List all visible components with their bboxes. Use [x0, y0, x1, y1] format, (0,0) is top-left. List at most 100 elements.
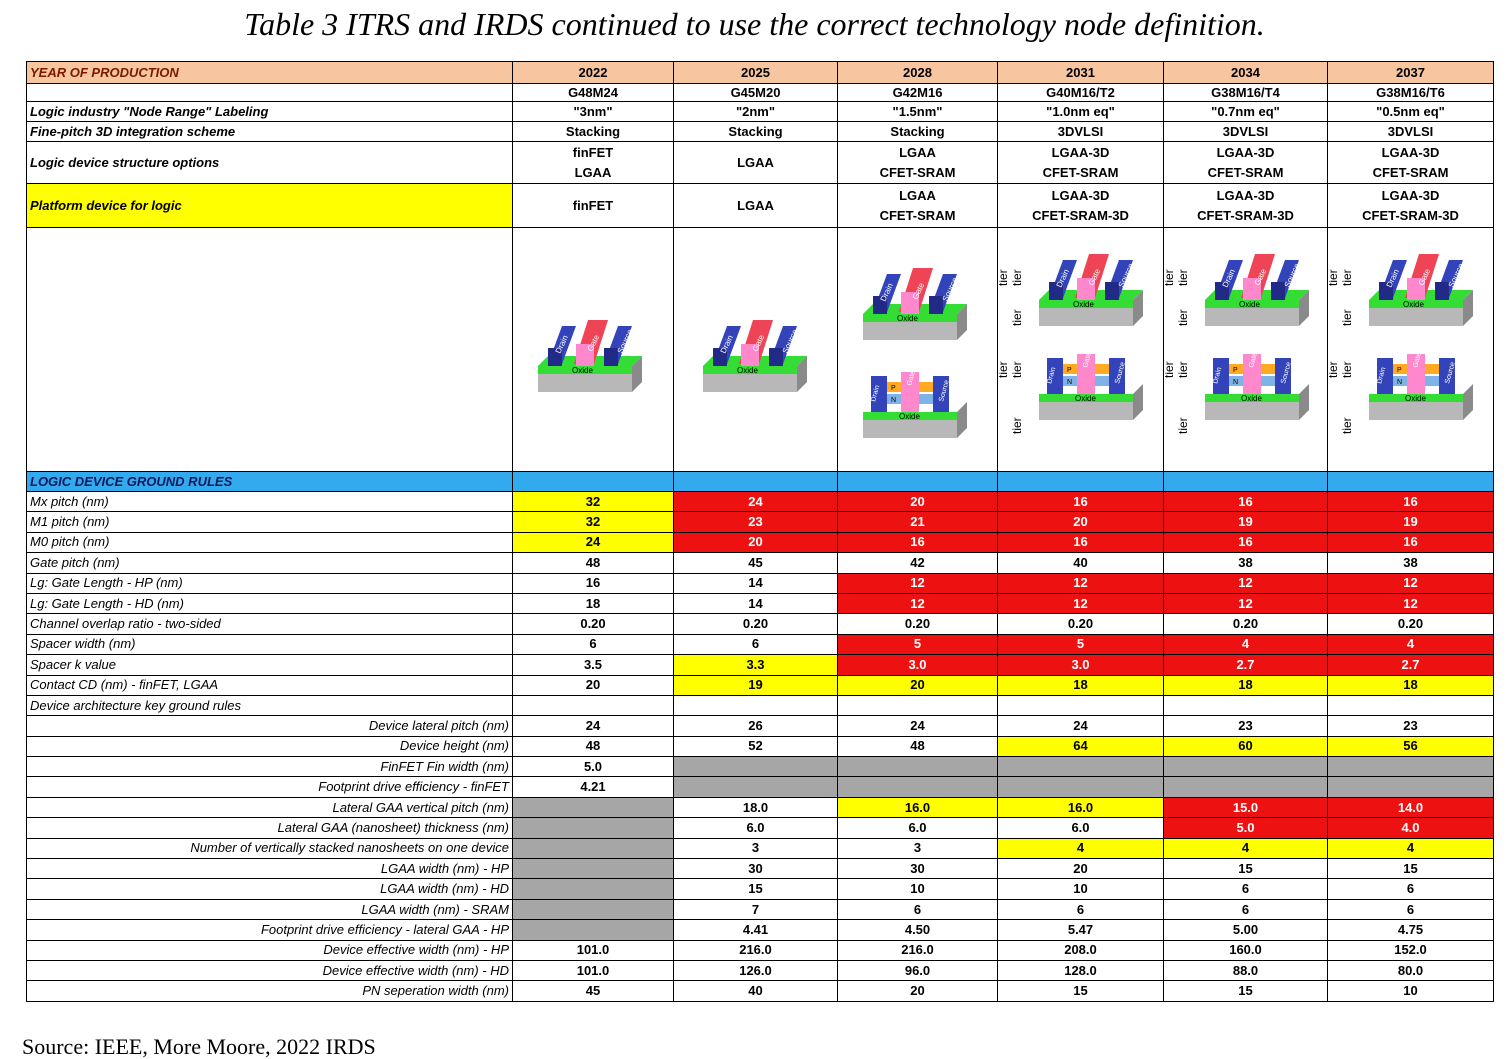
oxide-text: Oxide [899, 412, 920, 421]
device-illustration-cell: Drain Gate Source Oxide [512, 227, 674, 472]
section-cell [673, 471, 838, 492]
rule-value-cell [1327, 756, 1494, 778]
rule-value-cell: 10 [1327, 980, 1494, 1002]
rule-value-cell [673, 756, 838, 778]
rule-label: Device lateral pitch (nm) [26, 715, 513, 737]
rule-value-cell: 18 [1327, 674, 1494, 696]
value-line: CFET-SRAM-3D [1032, 207, 1129, 223]
table-row: Logic device structure options finFET LGAA… [26, 141, 1494, 184]
rule-value-cell [1163, 756, 1328, 778]
rule-value-cell: 64 [997, 735, 1164, 758]
table-row: Device architecture key ground rules [26, 694, 1494, 717]
value-line: LGAA [899, 187, 936, 203]
gate-text: Gate [1082, 352, 1093, 369]
rule-value-cell: 0.20 [837, 613, 998, 635]
rule-value-cell: 16 [997, 531, 1164, 554]
rule-label: Device effective width (nm) - HP [26, 939, 513, 961]
rule-value-cell: 15 [1163, 980, 1328, 1002]
rule-label: LGAA width (nm) - HD [26, 878, 513, 900]
rule-value-cell [997, 776, 1164, 798]
rule-value-cell [512, 796, 674, 819]
rule-label: Number of vertically stacked nanosheets … [26, 837, 513, 860]
oxide-text: Oxide [1239, 300, 1260, 309]
value-cell: LGAA-3D CFET-SRAM-3D [1327, 183, 1494, 228]
drain-text: Drain [870, 384, 881, 402]
rule-value-cell: 16 [512, 572, 674, 594]
rule-value-cell: 15.0 [1163, 796, 1328, 819]
rule-value-cell: 40 [997, 552, 1164, 574]
rule-value-cell: 20 [997, 858, 1164, 880]
rule-value-cell: 6 [1163, 898, 1328, 921]
value-line: CFET-SRAM [879, 164, 956, 180]
rule-value-cell: 16 [1163, 490, 1328, 513]
rule-value-cell: 101.0 [512, 959, 674, 982]
device-illustration-cell: Drain Gate Source Oxide P N Drain Gate Source Oxi… [997, 227, 1164, 472]
value-line: LGAA-3D [1051, 187, 1110, 203]
rule-label: Lateral GAA (nanosheet) thickness (nm) [26, 817, 513, 839]
rule-value-cell: 24 [512, 715, 674, 737]
tier-label: tier [1176, 361, 1190, 378]
value-cell: "0.5nm eq" [1327, 101, 1494, 122]
rule-value-cell: 30 [673, 858, 838, 880]
rule-value-cell: 152.0 [1327, 939, 1494, 961]
section-cell [512, 471, 674, 492]
rule-value-cell [512, 919, 674, 941]
value-line: LGAA [899, 144, 936, 160]
rule-value-cell: 6 [1327, 898, 1494, 921]
table-row: Logic industry "Node Range" Labeling "3nm… [26, 101, 1494, 122]
rule-value-cell: 16.0 [997, 796, 1164, 819]
rule-value-cell: 40 [673, 980, 838, 1002]
rule-value-cell: 15 [1163, 858, 1328, 880]
table-row: Device effective width (nm) - HD 101.0 126… [26, 959, 1494, 982]
rule-value-cell: 3.0 [997, 654, 1164, 676]
rule-value-cell: 160.0 [1163, 939, 1328, 961]
rule-value-cell: 15 [673, 878, 838, 900]
device-illustration-cell: Drain Gate Source Oxide P N Drain Gate Source Oxi… [1163, 227, 1328, 472]
rule-value-cell [673, 776, 838, 798]
rule-value-cell: 12 [1327, 572, 1494, 594]
table-row: Fine-pitch 3D integration scheme Stacking… [26, 121, 1494, 142]
rule-value-cell: 48 [512, 552, 674, 574]
rule-value-cell: 2.7 [1327, 654, 1494, 676]
tier-label: tier [999, 361, 1010, 378]
table-row: LOGIC DEVICE GROUND RULES [26, 471, 1494, 492]
rule-value-cell: 6 [837, 898, 998, 921]
rule-value-cell: 6 [673, 633, 838, 656]
rule-value-cell: 19 [673, 674, 838, 696]
rule-value-cell [512, 898, 674, 921]
tier-label: tier [1165, 269, 1176, 286]
tier-label: tier [1010, 269, 1024, 286]
section-cell [997, 471, 1164, 492]
rule-value-cell: 48 [837, 735, 998, 758]
rule-value-cell: 0.20 [512, 613, 674, 635]
value-line: LGAA-3D [1381, 187, 1440, 203]
tier-label: tier [1165, 361, 1176, 378]
oxide-text: Oxide [572, 366, 593, 375]
p-text: P [891, 385, 896, 392]
tier-label: tier [1340, 361, 1354, 378]
value-line: finFET [572, 197, 614, 213]
rule-value-cell: 3.0 [837, 654, 998, 676]
rule-value-cell: 14 [673, 572, 838, 594]
rule-label: Contact CD (nm) - finFET, LGAA [26, 674, 513, 696]
node-name-cell: G45M20 [673, 83, 838, 102]
n-text: N [1397, 379, 1402, 386]
oxide-text: Oxide [897, 314, 918, 323]
tier-label: tier [1340, 309, 1354, 326]
rule-value-cell: 96.0 [837, 959, 998, 982]
rule-value-cell: 16 [1327, 531, 1494, 554]
tier-label: tier [1340, 269, 1354, 286]
tier-label: tier [1329, 361, 1340, 378]
rule-value-cell: 6 [1163, 878, 1328, 900]
rule-value-cell: 16 [1163, 531, 1328, 554]
table-row: YEAR OF PRODUCTION 2022 2025 2028 2031 2034 20… [26, 61, 1494, 84]
device-illustration: Drain Gate SourceOxidePNDrainGateSourceOxi… [1165, 254, 1309, 434]
node-name-cell: G40M16/T2 [997, 83, 1164, 102]
gate-text: Gate [906, 370, 917, 387]
rule-value-cell: 3.3 [673, 654, 838, 676]
empty-label-cell [26, 227, 513, 472]
value-line: finFET [572, 144, 614, 160]
tier-label: tier [999, 269, 1010, 286]
